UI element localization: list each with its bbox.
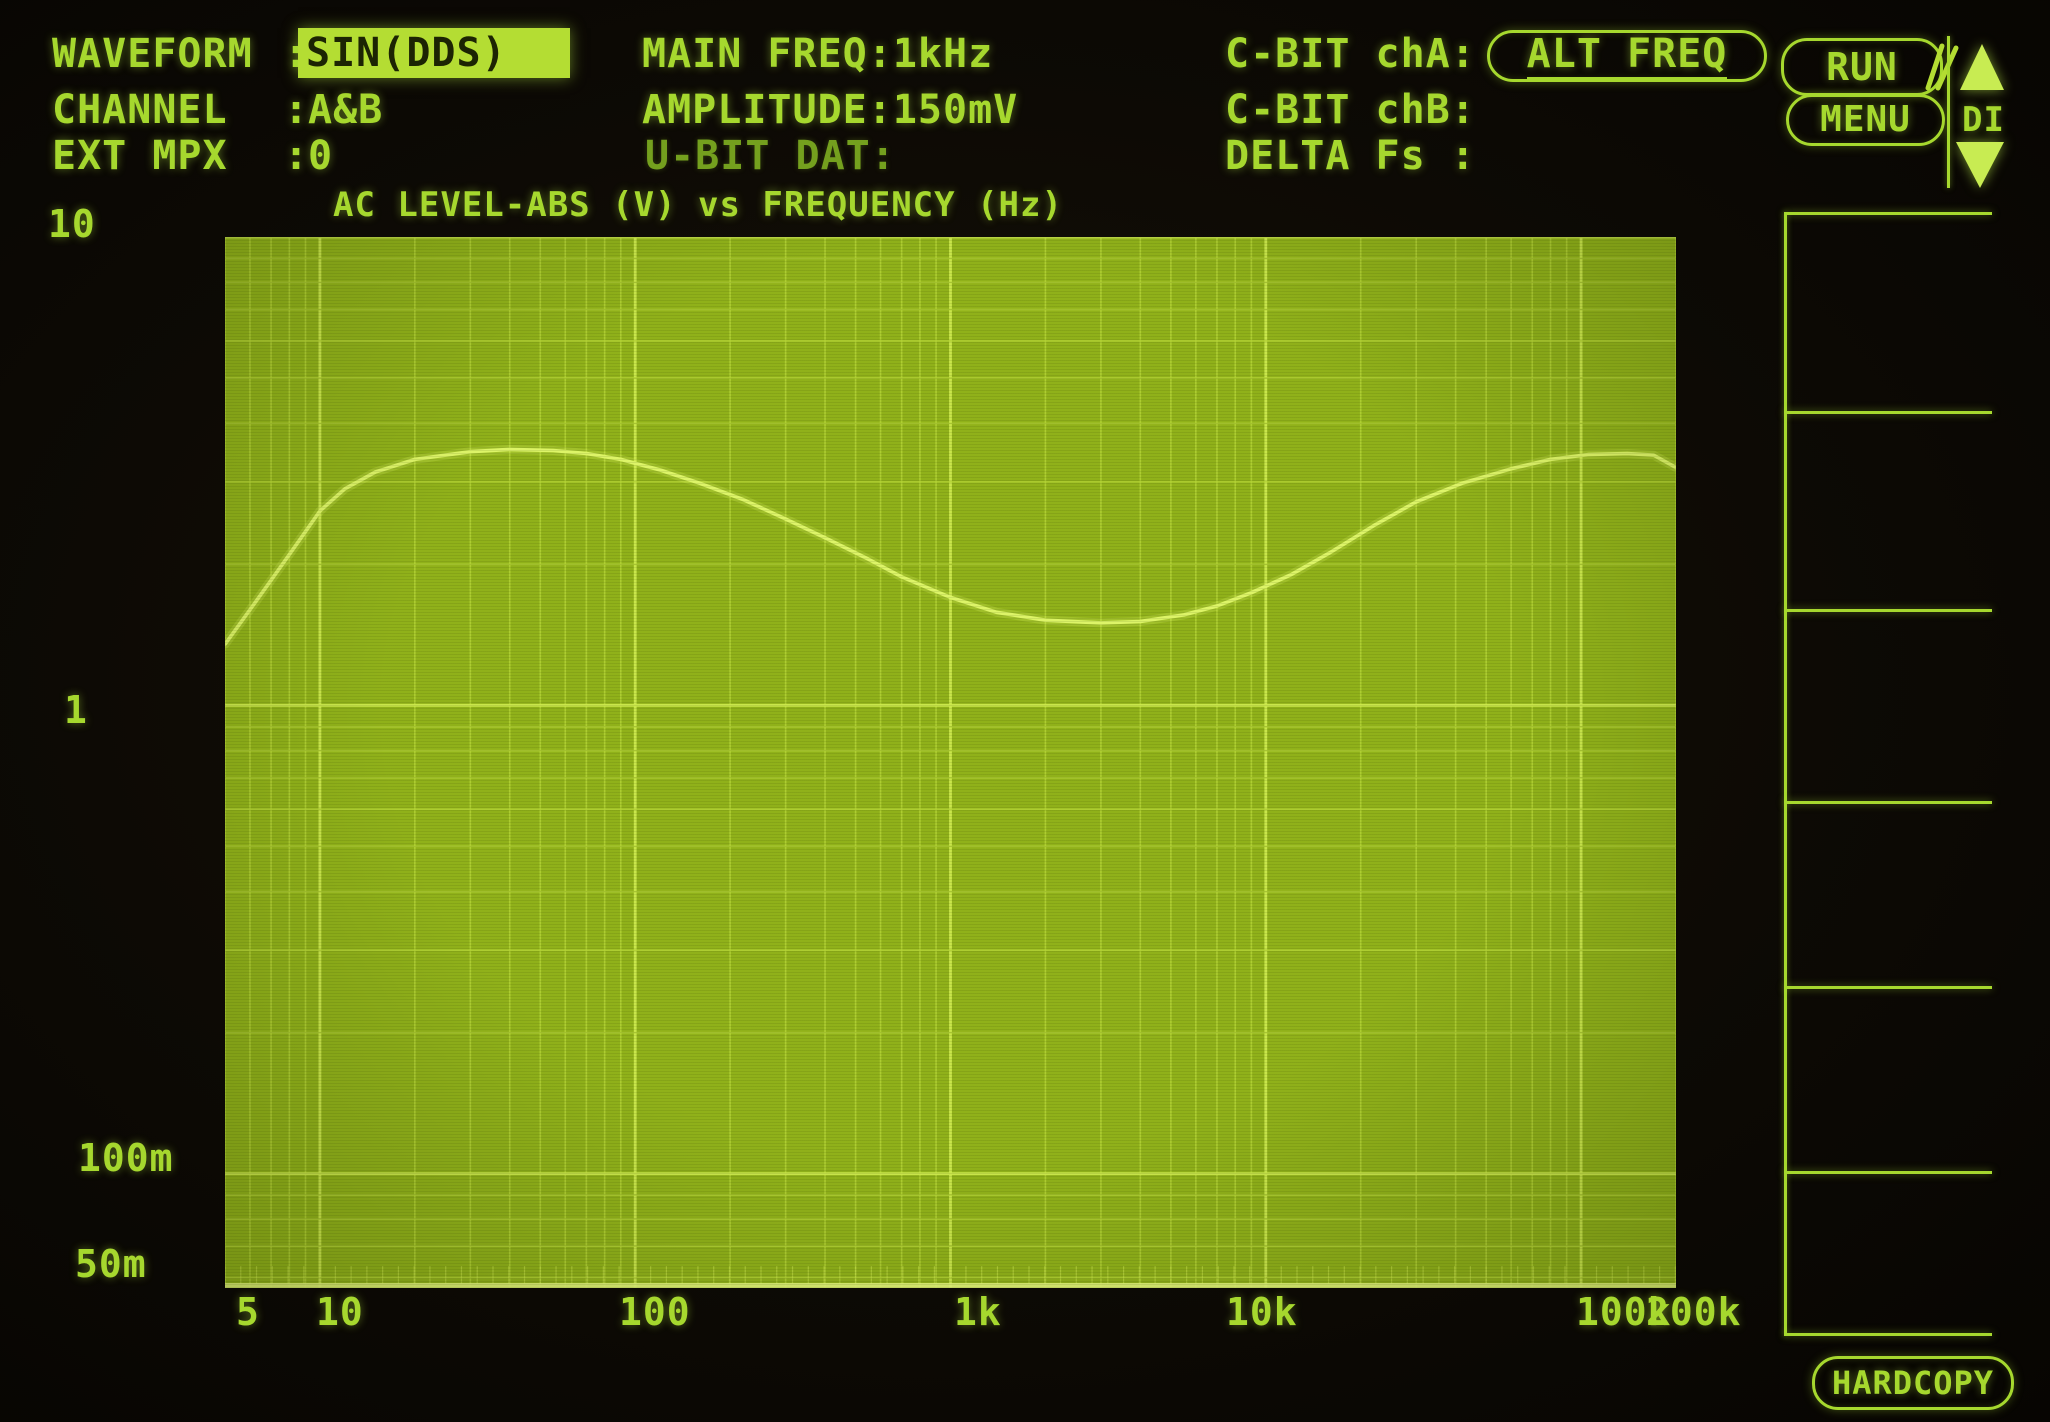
c-bit-chb-label: C-BIT chB: <box>1225 87 1476 133</box>
menu-button[interactable]: MENU <box>1786 94 1945 146</box>
amplitude-field: AMPLITUDE:150mV <box>642 87 1019 133</box>
waveform-field[interactable]: SIN(DDS) <box>298 28 570 78</box>
channel-value: A&B <box>308 87 384 133</box>
di-label: DI <box>1962 100 2005 140</box>
channel-label: CHANNEL <box>52 87 228 133</box>
u-bit-dat-field: U-BIT DAT: <box>645 133 896 179</box>
y-tick-10: 10 <box>48 202 96 246</box>
c-bit-cha-label: C-BIT chA: <box>1225 31 1476 77</box>
delta-fs-label: DELTA Fs : <box>1225 133 1476 179</box>
run-indicator-flag <box>1925 43 1959 91</box>
waveform-value: SIN(DDS) <box>306 30 507 76</box>
y-tick-50m: 50m <box>75 1242 147 1286</box>
ext-mpx-value: 0 <box>308 133 334 179</box>
x-tick-10k: 10k <box>1226 1290 1298 1334</box>
waveform-label: WAVEFORM <box>52 31 253 77</box>
softkey-divider <box>1784 212 1992 215</box>
chart-title: AC LEVEL-ABS (V) vs FREQUENCY (Hz) <box>333 185 1063 225</box>
x-tick-1k: 1k <box>954 1290 1002 1334</box>
run-button-label: RUN <box>1826 45 1898 89</box>
softkey-rail <box>1784 212 1787 1336</box>
scroll-down-icon[interactable] <box>1956 142 2004 188</box>
x-tick-10: 10 <box>316 1290 364 1334</box>
y-tick-1: 1 <box>64 688 88 732</box>
softkey-divider <box>1784 609 1992 612</box>
x-tick-100k: 100k <box>1576 1290 1672 1334</box>
scroll-divider <box>1947 36 1950 188</box>
softkey-divider <box>1784 1333 1992 1336</box>
plot-area <box>225 237 1676 1288</box>
softkey-divider <box>1784 801 1992 804</box>
hardcopy-button[interactable]: HARDCOPY <box>1812 1356 2014 1410</box>
softkey-divider <box>1784 1171 1992 1174</box>
channel-colon: : <box>284 87 310 133</box>
frequency-response-chart <box>225 237 1676 1288</box>
alt-freq-value: ALT FREQ <box>1526 32 1728 80</box>
ext-mpx-colon: : <box>284 133 310 179</box>
x-tick-100: 100 <box>619 1290 691 1334</box>
run-button[interactable]: RUN <box>1781 38 1943 96</box>
softkey-divider <box>1784 986 1992 989</box>
x-tick-5: 5 <box>236 1290 260 1334</box>
menu-button-label: MENU <box>1820 99 1911 140</box>
y-tick-100m: 100m <box>78 1136 174 1180</box>
response-curve <box>225 447 1676 647</box>
hardcopy-button-label: HARDCOPY <box>1831 1364 1995 1402</box>
main-freq-field: MAIN FREQ:1kHz <box>642 31 994 77</box>
x-tick-200k: 200k <box>1646 1290 1742 1334</box>
softkey-divider <box>1784 411 1992 414</box>
ext-mpx-label: EXT MPX <box>52 133 228 179</box>
alt-freq-field[interactable]: ALT FREQ <box>1487 30 1767 82</box>
scroll-up-icon[interactable] <box>1960 44 2004 90</box>
